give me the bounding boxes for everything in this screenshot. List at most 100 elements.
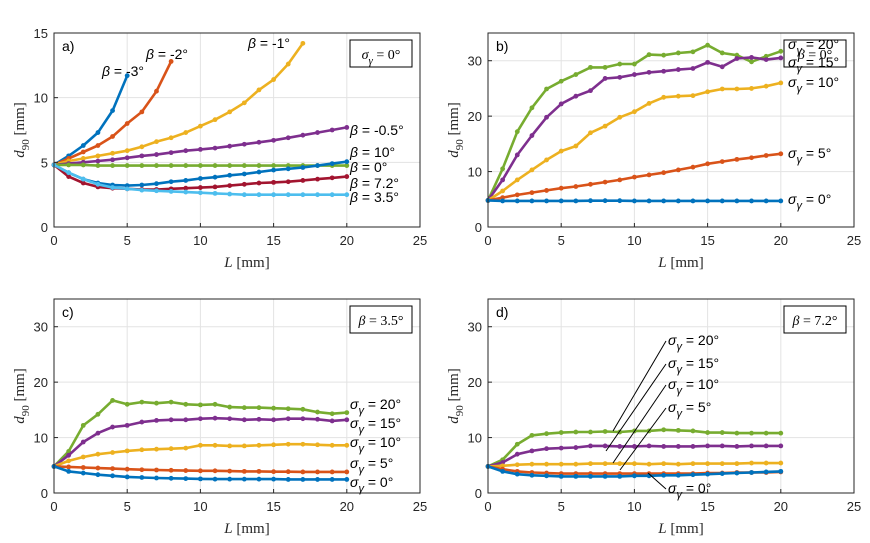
- y-tick-label: 20: [34, 375, 48, 390]
- data-point: [661, 198, 667, 204]
- data-point: [514, 451, 520, 457]
- data-point: [66, 162, 72, 168]
- panel-d: 0 5 10 15 20 25 0 10 20 30 L [mm] d90 [mm] d) β = 7.2…: [446, 298, 861, 537]
- x-tick-label: 5: [558, 233, 565, 248]
- data-point: [588, 443, 593, 449]
- data-point: [602, 64, 608, 70]
- data-point: [719, 198, 725, 204]
- data-point: [241, 476, 247, 482]
- data-point: [617, 114, 623, 120]
- data-point: [285, 135, 291, 141]
- y-tick-label: 15: [34, 26, 48, 41]
- y-axis-label: d90 [mm]: [12, 368, 32, 424]
- data-point: [271, 137, 276, 143]
- data-point: [300, 178, 306, 183]
- annotation-text: σγ = 0°: [362, 48, 401, 67]
- data-point: [315, 176, 320, 182]
- data-point: [300, 469, 306, 475]
- data-point: [66, 468, 72, 474]
- data-point: [154, 163, 159, 168]
- data-point: [154, 446, 159, 452]
- data-point: [763, 443, 769, 449]
- data-point: [617, 198, 623, 204]
- series-3.5: [51, 162, 350, 198]
- data-point: [124, 474, 130, 480]
- data-point: [646, 461, 652, 467]
- data-point: [705, 89, 710, 95]
- data-point: [558, 445, 564, 451]
- data-point: [168, 59, 174, 64]
- panel-a: 0 5 10 15 20 25 0 5 10 15 L [mm] d90 [mm] a) σγ = 0° β…: [12, 26, 427, 271]
- data-point: [573, 198, 579, 204]
- data-point: [95, 451, 101, 457]
- data-point: [285, 179, 291, 185]
- data-point: [80, 439, 86, 445]
- data-point: [124, 422, 130, 428]
- data-point: [734, 430, 740, 436]
- y-tick-label: 0: [41, 486, 48, 501]
- data-point: [95, 163, 101, 168]
- data-point: [256, 169, 262, 175]
- data-point: [300, 441, 306, 447]
- data-point: [646, 172, 652, 178]
- annotation-box: [349, 305, 413, 334]
- data-point: [719, 471, 725, 476]
- series-10: [485, 80, 784, 203]
- y-tick-label: 30: [34, 320, 48, 335]
- data-point: [329, 418, 335, 424]
- panel-letter: c): [62, 304, 74, 320]
- data-point: [778, 48, 784, 54]
- data-point: [661, 461, 667, 467]
- data-point: [168, 163, 174, 168]
- data-point: [154, 88, 159, 94]
- data-point: [168, 135, 174, 141]
- data-point: [168, 189, 174, 194]
- data-point: [749, 54, 754, 60]
- data-point: [646, 443, 652, 449]
- data-point: [168, 179, 174, 185]
- data-point: [588, 198, 593, 204]
- data-point: [183, 178, 189, 183]
- data-point: [212, 468, 218, 474]
- series-label: β = -1°: [247, 35, 290, 51]
- data-point: [154, 467, 159, 473]
- data-point: [241, 181, 247, 187]
- data-point: [734, 198, 740, 204]
- data-point: [529, 198, 535, 204]
- series-label: β = -0.5°: [349, 122, 404, 138]
- x-tick-label: 0: [484, 233, 491, 248]
- data-point: [300, 416, 306, 422]
- data-point: [646, 52, 652, 58]
- data-point: [675, 67, 681, 72]
- data-point: [719, 430, 725, 435]
- data-point: [500, 468, 506, 474]
- y-tick-label: 20: [468, 109, 482, 124]
- data-point: [227, 143, 233, 149]
- data-point: [778, 460, 784, 466]
- data-point: [675, 198, 681, 204]
- data-point: [227, 109, 233, 115]
- data-point: [763, 153, 769, 158]
- y-axis-label: d90 [mm]: [12, 102, 32, 158]
- data-point: [241, 100, 247, 106]
- series--0.5: [51, 125, 350, 168]
- data-point: [573, 461, 579, 467]
- data-point: [80, 180, 86, 186]
- x-tick-label: 10: [193, 499, 207, 514]
- data-point: [734, 444, 740, 449]
- data-point: [198, 402, 203, 408]
- data-point: [212, 476, 218, 482]
- data-point: [256, 405, 262, 411]
- data-point: [95, 181, 101, 187]
- data-point: [690, 461, 696, 467]
- data-point: [139, 447, 145, 453]
- data-point: [227, 404, 233, 410]
- data-point: [227, 416, 233, 422]
- y-tick-label: 0: [41, 220, 48, 235]
- data-point: [80, 470, 86, 476]
- data-point: [690, 198, 696, 204]
- series-20: [485, 42, 784, 203]
- leader-line: [619, 407, 667, 471]
- data-point: [661, 427, 667, 433]
